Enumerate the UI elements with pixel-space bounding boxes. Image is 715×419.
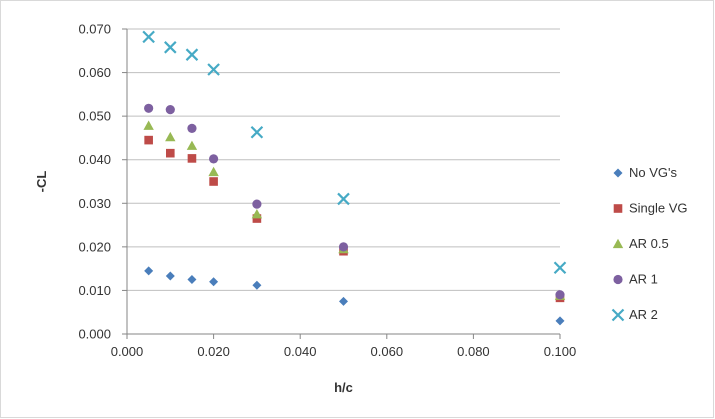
data-point-ar-1 (555, 290, 565, 300)
legend-marker-no-vg-s (613, 168, 623, 178)
data-point-ar-2 (250, 125, 264, 139)
data-point-ar-0-5 (143, 120, 154, 130)
y-tick-label: 0.020 (78, 239, 111, 254)
y-axis-title: -CL (34, 171, 49, 193)
data-point-ar-1 (209, 154, 219, 164)
data-point-no-vg-s (209, 277, 219, 287)
x-tick-label: 0.020 (197, 344, 230, 359)
data-point-ar-2 (207, 63, 220, 76)
legend-label-single-vg: Single VG (629, 201, 688, 216)
data-point-no-vg-s (555, 316, 565, 326)
legend-label-ar-2: AR 2 (629, 307, 658, 322)
data-point-ar-0-5 (251, 208, 263, 219)
x-tick-label: 0.000 (111, 344, 144, 359)
data-point-single-vg (252, 214, 262, 223)
data-point-ar-0-5 (186, 140, 198, 150)
data-point-single-vg (144, 135, 153, 145)
legend-marker-ar-0-5 (612, 238, 624, 249)
x-tick-label: 0.060 (371, 344, 404, 359)
x-tick-label: 0.040 (284, 344, 317, 359)
x-tick-label: 0.080 (457, 344, 490, 359)
data-point-no-vg-s (187, 275, 197, 285)
y-tick-label: 0.030 (78, 196, 111, 211)
data-point-ar-0-5 (165, 131, 176, 142)
data-point-single-vg (187, 154, 197, 163)
legend-label-no-vg-s: No VG's (629, 165, 677, 180)
y-tick-label: 0.070 (78, 22, 111, 37)
legend-marker-ar-1 (613, 274, 623, 285)
data-point-ar-1 (144, 103, 154, 113)
y-tick-label: 0.060 (78, 65, 111, 80)
data-point-ar-2 (553, 261, 567, 275)
data-point-ar-2 (185, 48, 199, 61)
y-tick-label: 0.000 (78, 327, 111, 342)
legend-marker-ar-2 (611, 308, 625, 322)
data-point-no-vg-s (165, 271, 175, 281)
data-point-ar-0-5 (208, 166, 219, 177)
data-point-ar-1 (252, 199, 262, 209)
legend-label-ar-0-5: AR 0.5 (629, 236, 669, 251)
data-point-no-vg-s (339, 296, 348, 306)
data-point-ar-1 (338, 242, 349, 252)
y-tick-label: 0.040 (78, 152, 111, 167)
y-tick-label: 0.010 (78, 283, 111, 298)
legend-marker-single-vg (613, 204, 623, 213)
data-point-single-vg (209, 177, 218, 186)
data-point-ar-2 (164, 41, 177, 54)
x-axis-title: h/c (334, 380, 353, 395)
x-tick-label: 0.100 (544, 344, 577, 359)
data-point-single-vg (166, 148, 175, 158)
data-point-ar-1 (187, 123, 197, 133)
data-point-ar-2 (337, 192, 350, 206)
data-point-ar-1 (165, 105, 175, 115)
legend-label-ar-1: AR 1 (629, 272, 658, 287)
data-point-no-vg-s (252, 280, 262, 290)
data-point-ar-2 (142, 30, 155, 44)
data-point-no-vg-s (144, 266, 154, 276)
y-tick-label: 0.050 (78, 109, 111, 124)
